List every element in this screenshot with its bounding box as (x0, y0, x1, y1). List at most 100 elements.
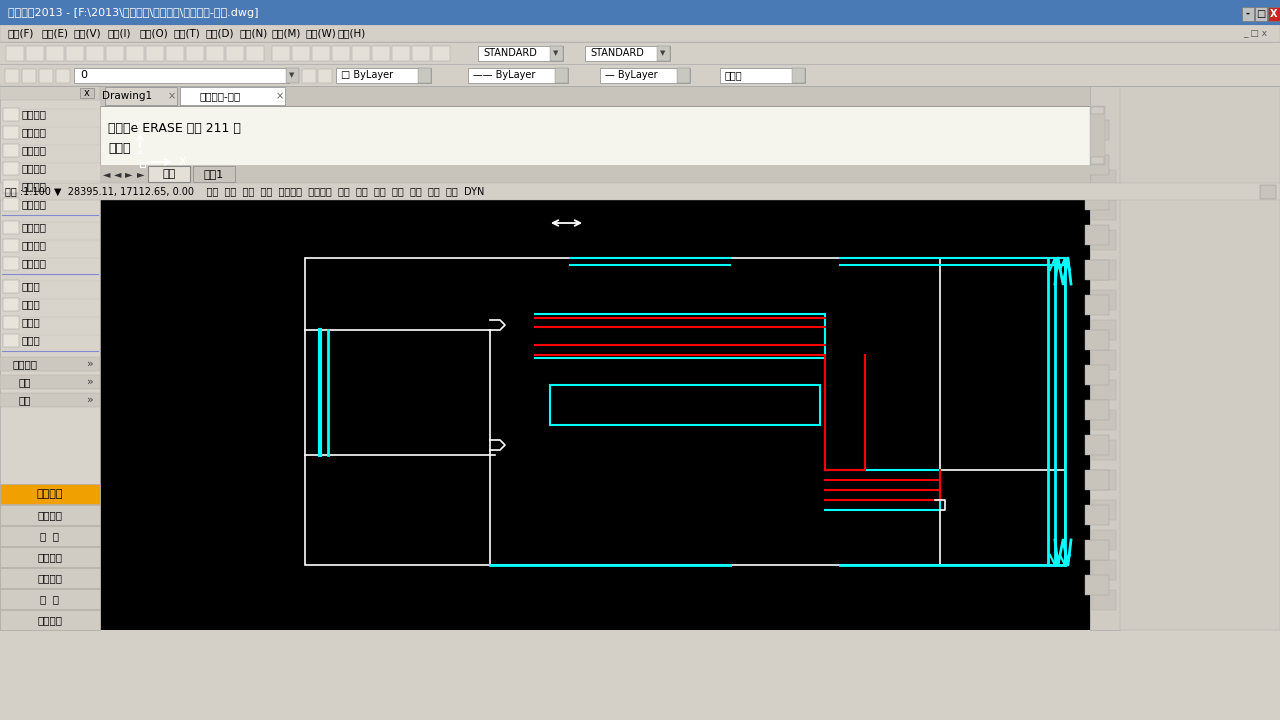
Bar (477, 46, 563, 61)
Text: 桥架编号: 桥架编号 (22, 199, 47, 210)
Bar (3, 180, 19, 193)
Text: 自动剖面: 自动剖面 (22, 222, 47, 233)
Bar (3, 298, 19, 311)
Text: 通用工具: 通用工具 (37, 573, 63, 583)
Bar (285, 68, 300, 83)
Bar (585, 46, 669, 61)
Bar (0, 568, 100, 588)
Text: »: » (87, 377, 93, 387)
Bar (317, 69, 332, 83)
Bar (148, 166, 189, 182)
Text: 表格: 表格 (19, 395, 31, 405)
Text: 文件(F): 文件(F) (8, 29, 35, 38)
Text: 桥架标注: 桥架标注 (22, 163, 47, 174)
Bar (5, 69, 19, 83)
Text: »: » (87, 359, 93, 369)
Text: 随颜色: 随颜色 (724, 71, 742, 81)
Text: ◄: ◄ (104, 169, 111, 179)
Bar (1092, 500, 1116, 520)
Bar (1085, 400, 1108, 420)
Bar (1085, 190, 1108, 210)
Text: ×: × (276, 91, 284, 101)
Text: A: A (105, 488, 122, 508)
Bar (550, 46, 563, 61)
Bar (206, 46, 224, 61)
Text: 命令：e ERASE 找到 211 个: 命令：e ERASE 找到 211 个 (108, 122, 241, 135)
Text: □: □ (1257, 9, 1266, 19)
Bar (3, 257, 19, 270)
Bar (146, 46, 164, 61)
Bar (67, 46, 84, 61)
Text: 基线关: 基线关 (22, 282, 41, 292)
Bar (1085, 470, 1108, 490)
Bar (1085, 120, 1108, 140)
Text: 分解对象: 分解对象 (22, 258, 47, 269)
Bar (0, 357, 100, 371)
Bar (1092, 260, 1116, 280)
Text: 格式(O): 格式(O) (140, 29, 169, 38)
Bar (0, 64, 1280, 86)
Bar (0, 610, 100, 630)
Bar (1085, 330, 1108, 350)
Text: 联动关: 联动关 (22, 336, 41, 346)
Bar (3, 162, 19, 175)
Bar (0, 0, 1280, 25)
Bar (3, 144, 19, 157)
Text: ◄: ◄ (114, 169, 122, 179)
Bar (22, 69, 36, 83)
Bar (1092, 200, 1116, 220)
Bar (3, 280, 19, 293)
Bar (186, 46, 204, 61)
Bar (556, 68, 568, 83)
Bar (0, 505, 100, 525)
Text: 修改(M): 修改(M) (273, 29, 301, 38)
Bar (1254, 7, 1267, 21)
Bar (100, 106, 1091, 165)
Bar (1085, 505, 1108, 525)
Text: ▼: ▼ (289, 73, 294, 78)
Bar (3, 239, 19, 252)
Text: 插入(I): 插入(I) (108, 29, 131, 38)
Text: 窗口(W): 窗口(W) (305, 29, 335, 38)
Text: 标注(N): 标注(N) (239, 29, 268, 38)
Text: 帮助(H): 帮助(H) (338, 29, 366, 38)
Text: STANDARD: STANDARD (483, 48, 536, 58)
Bar (1092, 350, 1116, 370)
Bar (305, 258, 1065, 565)
Bar (1085, 225, 1108, 245)
Text: 工具(T): 工具(T) (173, 29, 200, 38)
Bar (74, 68, 289, 83)
Bar (1085, 295, 1108, 315)
Text: 绘图(D): 绘图(D) (206, 29, 234, 38)
Bar (0, 25, 1280, 42)
Bar (1092, 530, 1116, 550)
Bar (3, 316, 19, 329)
Bar (1092, 440, 1116, 460)
Bar (1092, 320, 1116, 340)
Bar (26, 46, 44, 61)
Bar (0, 183, 1280, 200)
Text: 平面设计: 平面设计 (37, 489, 63, 499)
Text: Y: Y (133, 120, 141, 130)
Bar (0, 547, 100, 567)
Text: 比例 :1:100 ▼  28395.11, 17112.65, 0.00    捕捉  栅格  正交  极轴  对象捕捉  对象追踪  线宽  模型  联动 : 比例 :1:100 ▼ 28395.11, 17112.65, 0.00 捕捉 … (5, 186, 484, 197)
Text: 模型: 模型 (163, 169, 175, 179)
Bar (3, 198, 19, 211)
Bar (56, 69, 70, 83)
Text: 设置隔板: 设置隔板 (22, 127, 47, 138)
Bar (1085, 540, 1108, 560)
Text: □ ByLayer: □ ByLayer (340, 71, 393, 81)
Bar (392, 46, 410, 61)
Text: Drawing1: Drawing1 (102, 91, 152, 101)
Bar (227, 46, 244, 61)
Bar (1085, 365, 1108, 385)
Bar (1085, 155, 1108, 175)
Bar (3, 221, 19, 234)
Bar (125, 46, 143, 61)
Bar (792, 68, 805, 83)
Text: 文字: 文字 (19, 377, 31, 387)
Bar (193, 166, 236, 182)
Bar (1092, 170, 1116, 190)
Bar (0, 42, 1280, 64)
Text: 0: 0 (79, 71, 87, 81)
